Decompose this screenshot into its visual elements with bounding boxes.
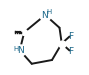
- Text: N: N: [17, 46, 24, 55]
- Text: H: H: [13, 46, 18, 52]
- Text: N: N: [41, 11, 48, 20]
- Text: F: F: [68, 32, 73, 40]
- Text: F: F: [68, 46, 73, 56]
- Text: H: H: [47, 9, 52, 15]
